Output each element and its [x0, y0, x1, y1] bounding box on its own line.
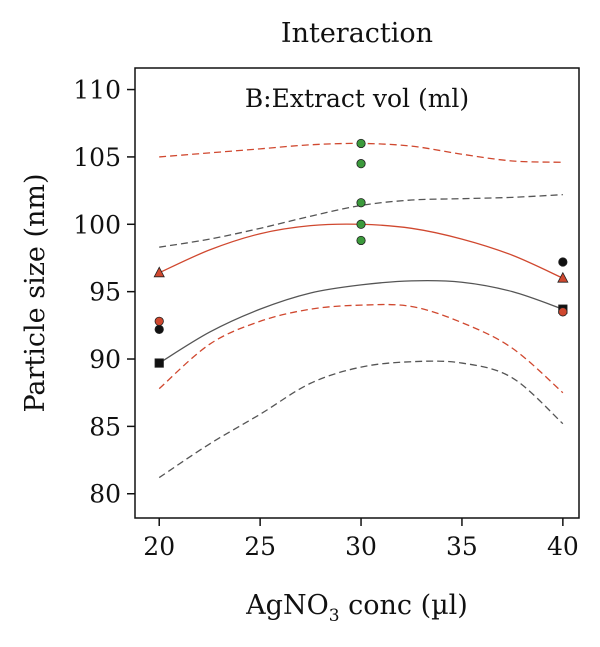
data-point-circle-green — [356, 219, 366, 229]
y-tick-label: 110 — [73, 76, 121, 105]
data-point-square-black — [154, 358, 164, 368]
y-axis: 80 85 90 95 100 105 110 — [73, 76, 135, 509]
x-tick-label: 30 — [345, 532, 377, 561]
data-point-circle-green — [356, 159, 366, 169]
dashed-curve-gray — [158, 360, 564, 479]
dashed-curve-gray — [159, 193, 563, 248]
data-point-triangle-red — [153, 266, 165, 278]
y-tick-label: 85 — [89, 412, 121, 441]
y-tick-label: 90 — [89, 345, 121, 374]
x-axis-label: AgNO3 conc (µl) — [245, 590, 468, 626]
data-point-circle-black — [154, 324, 164, 334]
fit-curve-gray — [158, 279, 564, 364]
data-point-circle-red — [154, 316, 164, 326]
x-tick-label: 20 — [143, 532, 175, 561]
y-tick-label: 95 — [89, 278, 121, 307]
x-tick-label: 35 — [446, 532, 478, 561]
x-axis-label-tail: conc (µl) — [340, 590, 468, 621]
data-point-circle-black — [558, 257, 568, 267]
data-point-triangle-red — [557, 271, 569, 283]
dashed-curve-red — [158, 303, 564, 394]
chart-title: Interaction — [281, 18, 433, 49]
fit-curve-red — [158, 223, 564, 279]
x-tick-label: 25 — [244, 532, 276, 561]
y-tick-label: 105 — [73, 143, 121, 172]
curves-layer — [158, 142, 564, 479]
x-axis: 20 25 30 35 40 — [143, 518, 579, 561]
y-axis-label: Particle size (nm) — [20, 173, 51, 412]
data-point-circle-green — [356, 138, 366, 149]
x-tick-label: 40 — [547, 532, 579, 561]
chart-subtitle: B:Extract vol (ml) — [245, 84, 469, 113]
plot-frame — [134, 67, 580, 519]
x-axis-label-subscript: 3 — [329, 606, 340, 626]
data-point-circle-green — [356, 235, 366, 246]
data-point-circle-red — [558, 307, 568, 317]
y-tick-label: 80 — [89, 480, 121, 509]
y-tick-label: 100 — [73, 210, 121, 239]
data-point-circle-green — [356, 198, 366, 208]
points-layer — [153, 138, 569, 368]
x-axis-label-main: AgNO — [245, 590, 329, 621]
